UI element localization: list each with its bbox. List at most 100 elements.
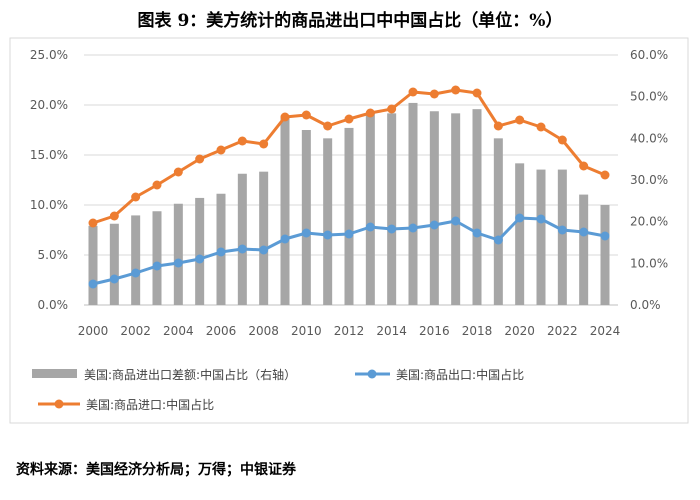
exports-point <box>493 235 503 245</box>
imports-point <box>323 121 333 131</box>
bar <box>323 138 333 305</box>
imports-point <box>216 145 226 155</box>
imports-point <box>280 112 290 122</box>
bar <box>365 113 375 305</box>
x-axis-tick-label: 2024 <box>590 324 621 338</box>
imports-point <box>131 192 141 202</box>
left-axis-tick-label: 25.0% <box>30 48 68 62</box>
exports-point <box>216 247 226 257</box>
exports-point <box>600 231 610 241</box>
imports-point <box>387 104 397 114</box>
exports-point <box>515 213 525 223</box>
imports-point <box>579 161 589 171</box>
x-axis-tick-label: 2002 <box>120 324 151 338</box>
right-axis: 0.0% 10.0% 20.0% 30.0% 40.0% 50.0% 60.0% <box>630 48 668 312</box>
bar <box>109 223 119 305</box>
imports-point <box>536 122 546 132</box>
x-axis-tick-label: 2012 <box>334 324 365 338</box>
left-axis-tick-label: 20.0% <box>30 98 68 112</box>
bar <box>301 130 311 305</box>
exports-point <box>557 225 567 235</box>
exports-point <box>152 261 162 271</box>
bar <box>259 171 269 305</box>
exports-point <box>387 224 397 234</box>
x-axis-tick-label: 2022 <box>547 324 578 338</box>
exports-point <box>259 245 269 255</box>
x-axis-tick-label: 2008 <box>248 324 279 338</box>
imports-point <box>365 108 375 118</box>
bar <box>280 117 290 305</box>
x-axis-tick-label: 2016 <box>419 324 450 338</box>
bar <box>408 102 418 306</box>
imports-point <box>408 87 418 97</box>
exports-point <box>131 268 141 278</box>
x-axis-tick-label: 2014 <box>376 324 407 338</box>
exports-point <box>344 229 354 239</box>
exports-point <box>195 254 205 264</box>
imports-point <box>88 218 98 228</box>
legend-swatch-imports-marker <box>54 399 64 409</box>
legend-label-trade-balance: 美国:商品进出口差额:中国占比（右轴） <box>84 367 296 382</box>
x-axis-tick-label: 2006 <box>206 324 237 338</box>
imports-point <box>173 167 183 177</box>
exports-point <box>323 230 333 240</box>
bar <box>600 205 610 305</box>
chart-frame <box>9 37 689 424</box>
left-axis: 0.0% 5.0% 10.0% 15.0% 20.0% 25.0% <box>30 48 68 312</box>
right-axis-tick-label: 10.0% <box>630 256 668 270</box>
exports-point <box>237 244 247 254</box>
x-axis-tick-label: 2004 <box>163 324 194 338</box>
bar <box>451 113 461 305</box>
left-axis-tick-label: 10.0% <box>30 198 68 212</box>
exports-point <box>429 220 439 230</box>
bar <box>237 173 247 305</box>
imports-point <box>493 121 503 131</box>
exports-point <box>88 279 98 289</box>
line-series <box>88 85 610 289</box>
legend-item-imports: 美国:商品进口:中国占比 <box>38 397 214 412</box>
exports-point <box>365 222 375 232</box>
right-axis-tick-label: 60.0% <box>630 48 668 62</box>
imports-point <box>557 135 567 145</box>
legend-label-imports: 美国:商品进口:中国占比 <box>86 397 214 412</box>
x-axis-tick-label: 2020 <box>504 324 535 338</box>
bar <box>344 127 354 306</box>
bar <box>195 197 205 305</box>
bar <box>472 109 482 306</box>
exports-point <box>579 227 589 237</box>
left-axis-tick-label: 15.0% <box>30 148 68 162</box>
x-axis-tick-label: 2010 <box>291 324 322 338</box>
imports-point <box>152 180 162 190</box>
right-axis-tick-label: 20.0% <box>630 215 668 229</box>
right-axis-tick-label: 0.0% <box>630 298 661 312</box>
imports-point <box>195 154 205 164</box>
legend-swatch-bar <box>32 369 77 378</box>
bar <box>536 169 546 305</box>
chart-title: 图表 9：美方统计的商品进出口中中国占比（单位：%） <box>138 10 563 31</box>
exports-point <box>301 228 311 238</box>
imports-point <box>259 139 269 149</box>
bar <box>173 203 183 305</box>
imports-point <box>600 170 610 180</box>
right-axis-tick-label: 40.0% <box>630 131 668 145</box>
legend-label-exports: 美国:商品出口:中国占比 <box>396 367 524 382</box>
bar <box>88 225 98 305</box>
imports-point <box>109 211 119 221</box>
imports-point <box>344 114 354 124</box>
right-axis-tick-label: 50.0% <box>630 90 668 104</box>
right-axis-tick-label: 30.0% <box>630 173 668 187</box>
bar <box>493 138 503 305</box>
left-axis-tick-label: 0.0% <box>38 298 69 312</box>
bar <box>429 111 439 305</box>
bar-series <box>88 102 610 306</box>
bar <box>557 169 567 305</box>
imports-point <box>237 136 247 146</box>
legend-item-exports: 美国:商品出口:中国占比 <box>355 367 524 382</box>
bar <box>387 113 397 305</box>
exports-point <box>536 214 546 224</box>
legend-item-trade-balance: 美国:商品进出口差额:中国占比（右轴） <box>32 367 296 382</box>
left-axis-tick-label: 5.0% <box>38 248 69 262</box>
imports-point <box>429 89 439 99</box>
bar <box>131 215 141 305</box>
